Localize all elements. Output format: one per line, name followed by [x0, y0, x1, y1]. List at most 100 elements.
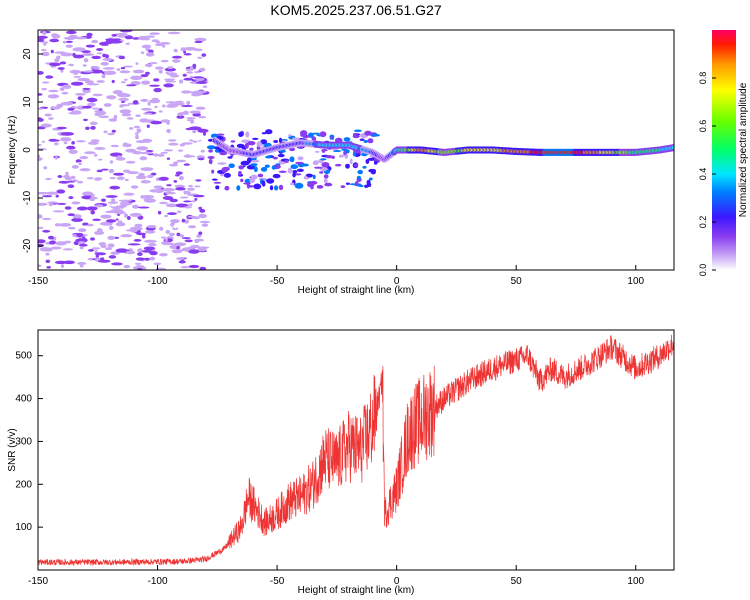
noise-cell [41, 41, 49, 44]
noise-cell [179, 196, 189, 199]
noise-cell [96, 169, 103, 173]
noise-cell [38, 226, 44, 229]
noise-cell [195, 106, 206, 110]
signal-cell [345, 163, 350, 169]
signal-cell [294, 182, 304, 189]
bottom-y-tick-label: 500 [15, 351, 32, 362]
noise-cell [105, 195, 118, 198]
noise-cell [51, 34, 61, 39]
noise-cell [100, 221, 113, 226]
signal-cell [306, 173, 313, 178]
noise-cell [116, 155, 123, 160]
signal-cell [366, 179, 371, 185]
noise-cell [194, 90, 207, 94]
colorbar-tick-label: 0.2 [698, 216, 708, 229]
noise-cell [175, 203, 188, 208]
noise-cell [166, 128, 171, 134]
signal-cell [208, 158, 213, 165]
noise-cell [104, 70, 117, 76]
signal-cell [349, 158, 353, 165]
noise-cell [183, 77, 194, 81]
noise-cell [198, 213, 208, 219]
noise-cell [157, 210, 162, 215]
noise-cell [192, 129, 197, 134]
noise-cell [185, 68, 191, 72]
signal-cell [278, 137, 283, 144]
noise-cell [137, 248, 144, 253]
signal-cell [213, 181, 222, 184]
signal-cell [253, 183, 262, 190]
noise-cell [158, 69, 163, 74]
noise-cell [62, 248, 74, 251]
noise-cell [86, 97, 98, 103]
signal-cell [238, 165, 244, 170]
noise-cell [95, 204, 104, 208]
signal-cell [302, 134, 310, 139]
noise-cell [50, 106, 61, 110]
noise-cell [54, 260, 68, 265]
noise-cell [194, 185, 201, 188]
signal-cell [206, 145, 216, 150]
noise-cell [50, 246, 62, 250]
signal-cell [297, 156, 304, 161]
noise-cell [107, 243, 115, 248]
snr-axes-frame [37, 329, 675, 571]
noise-cell [109, 177, 116, 180]
noise-cell [40, 49, 47, 52]
noise-cell [89, 121, 98, 126]
noise-cell [150, 120, 163, 125]
signal-cell [287, 167, 293, 174]
noise-cell [111, 34, 118, 37]
noise-cell [38, 157, 43, 161]
noise-cell [126, 117, 134, 120]
noise-cell [142, 112, 153, 115]
noise-cell [86, 206, 98, 211]
noise-cell [178, 260, 186, 264]
noise-cell [49, 38, 60, 43]
noise-cell [107, 210, 114, 213]
noise-cell [163, 78, 176, 81]
noise-cell [194, 71, 201, 74]
noise-cell [93, 153, 98, 157]
signal-cell [292, 172, 296, 178]
signal-cell [311, 132, 320, 135]
noise-cell [132, 69, 145, 74]
signal-cell [367, 157, 376, 161]
noise-cell [159, 42, 171, 45]
signal-cell [312, 174, 316, 180]
signal-cell [371, 133, 380, 137]
noise-cell [73, 54, 85, 59]
signal-cell [246, 157, 252, 164]
noise-cell [43, 166, 48, 170]
signal-cell [364, 130, 372, 136]
noise-cell [90, 126, 96, 130]
signal-cell [249, 177, 256, 183]
noise-cell [119, 109, 132, 114]
noise-cell [81, 236, 86, 239]
noise-cell [45, 62, 50, 65]
bottom-x-tick-label: -150 [28, 576, 48, 587]
noise-cell [167, 212, 177, 216]
noise-cell [140, 180, 151, 184]
noise-cell [176, 246, 180, 250]
signal-cell [236, 143, 245, 148]
noise-cell [175, 187, 186, 191]
noise-cell [187, 215, 198, 218]
noise-cell [160, 236, 167, 239]
noise-cell [48, 235, 54, 240]
top-y-tick-label: 10 [22, 96, 33, 108]
signal-cell [289, 147, 296, 152]
signal-cell [260, 139, 268, 145]
noise-cell [55, 194, 59, 198]
noise-cell [101, 168, 109, 171]
noise-cell [147, 101, 151, 106]
noise-cell [72, 214, 82, 219]
noise-cell [129, 212, 142, 217]
noise-cell [74, 36, 88, 40]
noise-cell [112, 38, 121, 41]
noise-cell [48, 89, 59, 93]
noise-cell [76, 232, 84, 238]
noise-cell [119, 104, 131, 107]
noise-cell [136, 128, 142, 133]
noise-cell [190, 75, 193, 79]
